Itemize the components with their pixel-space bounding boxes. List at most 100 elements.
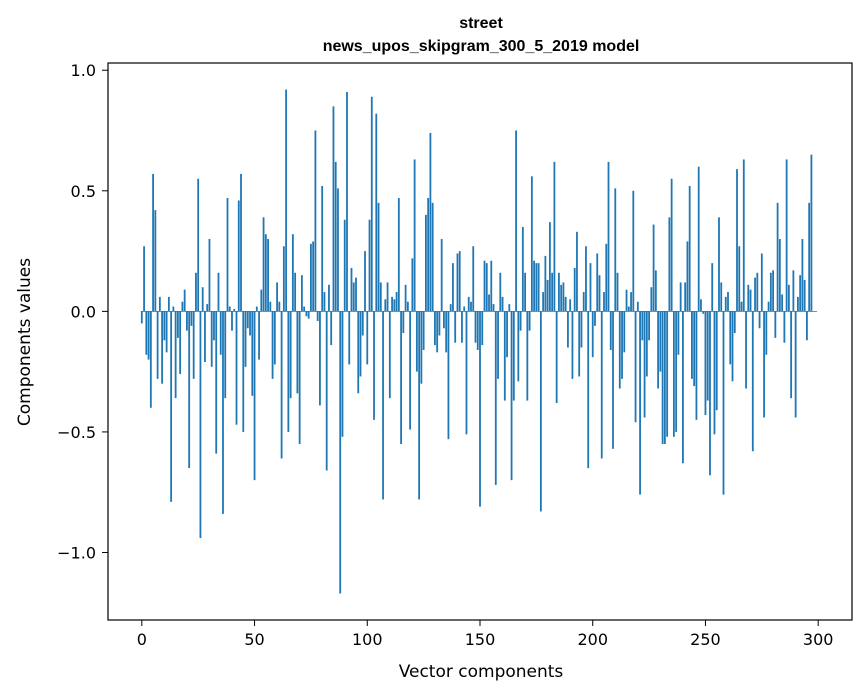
y-axis-label: Components values	[15, 258, 35, 426]
bar	[158, 296, 161, 312]
bar	[794, 311, 797, 418]
bar	[537, 263, 540, 312]
bar	[156, 311, 159, 379]
bar	[578, 311, 581, 377]
y-tick-label: −0.5	[57, 423, 96, 442]
bar	[641, 311, 644, 341]
bar	[501, 296, 504, 312]
bar	[670, 178, 673, 312]
bar	[404, 284, 407, 312]
bar	[808, 202, 811, 312]
bar	[506, 311, 508, 358]
x-tick-label: 50	[244, 630, 264, 649]
bar	[224, 311, 227, 399]
bar	[733, 311, 736, 334]
bar	[738, 246, 741, 312]
bar	[724, 296, 727, 312]
bar	[409, 311, 412, 430]
bar	[774, 311, 777, 338]
bar	[740, 301, 743, 312]
bar	[388, 311, 391, 399]
bar	[167, 296, 170, 312]
bar	[587, 311, 590, 469]
bar	[785, 159, 788, 312]
bar	[697, 166, 700, 312]
bar	[337, 188, 339, 312]
bar	[461, 311, 463, 343]
bar	[627, 306, 630, 312]
chart-title: street	[459, 15, 503, 32]
bar	[249, 311, 251, 336]
bar	[760, 253, 763, 312]
bar	[395, 292, 398, 312]
bar	[630, 292, 632, 312]
bar	[585, 246, 587, 312]
bar	[582, 292, 585, 312]
bar	[298, 311, 301, 444]
bar	[672, 311, 675, 437]
bar	[170, 311, 173, 502]
bar	[688, 185, 691, 312]
bar	[463, 306, 466, 312]
bar	[328, 284, 330, 312]
bar	[776, 202, 779, 312]
bar	[799, 275, 802, 312]
bar	[361, 311, 364, 336]
bar	[564, 296, 567, 312]
bar	[783, 311, 786, 343]
y-tick-label: 0.0	[71, 302, 96, 321]
bars-group	[140, 89, 813, 594]
bar	[332, 106, 335, 312]
bar	[440, 239, 443, 312]
bar	[763, 311, 765, 418]
bar	[237, 200, 240, 312]
bar	[650, 287, 653, 312]
bar	[262, 217, 265, 312]
y-axis-ticks: −1.0 −0.5 0.0 0.5 1.0	[57, 61, 108, 562]
bar	[679, 282, 682, 312]
bar	[210, 311, 213, 367]
bar	[186, 311, 188, 331]
bar	[580, 311, 583, 348]
bar	[359, 311, 362, 377]
bar	[201, 287, 204, 312]
bar	[792, 270, 795, 312]
bar	[276, 282, 278, 312]
bar	[321, 185, 324, 312]
bar	[454, 311, 457, 343]
bar	[253, 311, 256, 481]
bar	[693, 311, 696, 387]
bar	[314, 130, 317, 312]
bar	[625, 289, 628, 312]
bar	[801, 239, 804, 312]
bar	[503, 311, 506, 401]
bar	[636, 301, 639, 312]
bar	[415, 311, 418, 372]
bar	[598, 275, 601, 312]
bar	[343, 219, 346, 312]
bar	[803, 280, 806, 312]
bar	[652, 224, 655, 312]
bar	[233, 308, 236, 312]
bar	[618, 311, 621, 389]
bar	[386, 282, 389, 312]
bar	[474, 311, 477, 343]
bar	[715, 311, 718, 411]
bar	[422, 311, 425, 350]
bar	[346, 91, 348, 312]
bar	[183, 289, 186, 312]
bar	[285, 89, 288, 312]
bar	[174, 311, 177, 399]
bar	[244, 311, 247, 367]
bar	[165, 311, 168, 353]
bar	[666, 311, 669, 437]
bar	[436, 311, 439, 353]
bar	[273, 311, 276, 365]
bar	[539, 311, 542, 512]
bar	[691, 311, 693, 379]
bar	[555, 311, 558, 403]
bar	[154, 210, 157, 312]
bar	[727, 292, 729, 312]
bar	[745, 311, 747, 389]
bar	[140, 311, 143, 324]
